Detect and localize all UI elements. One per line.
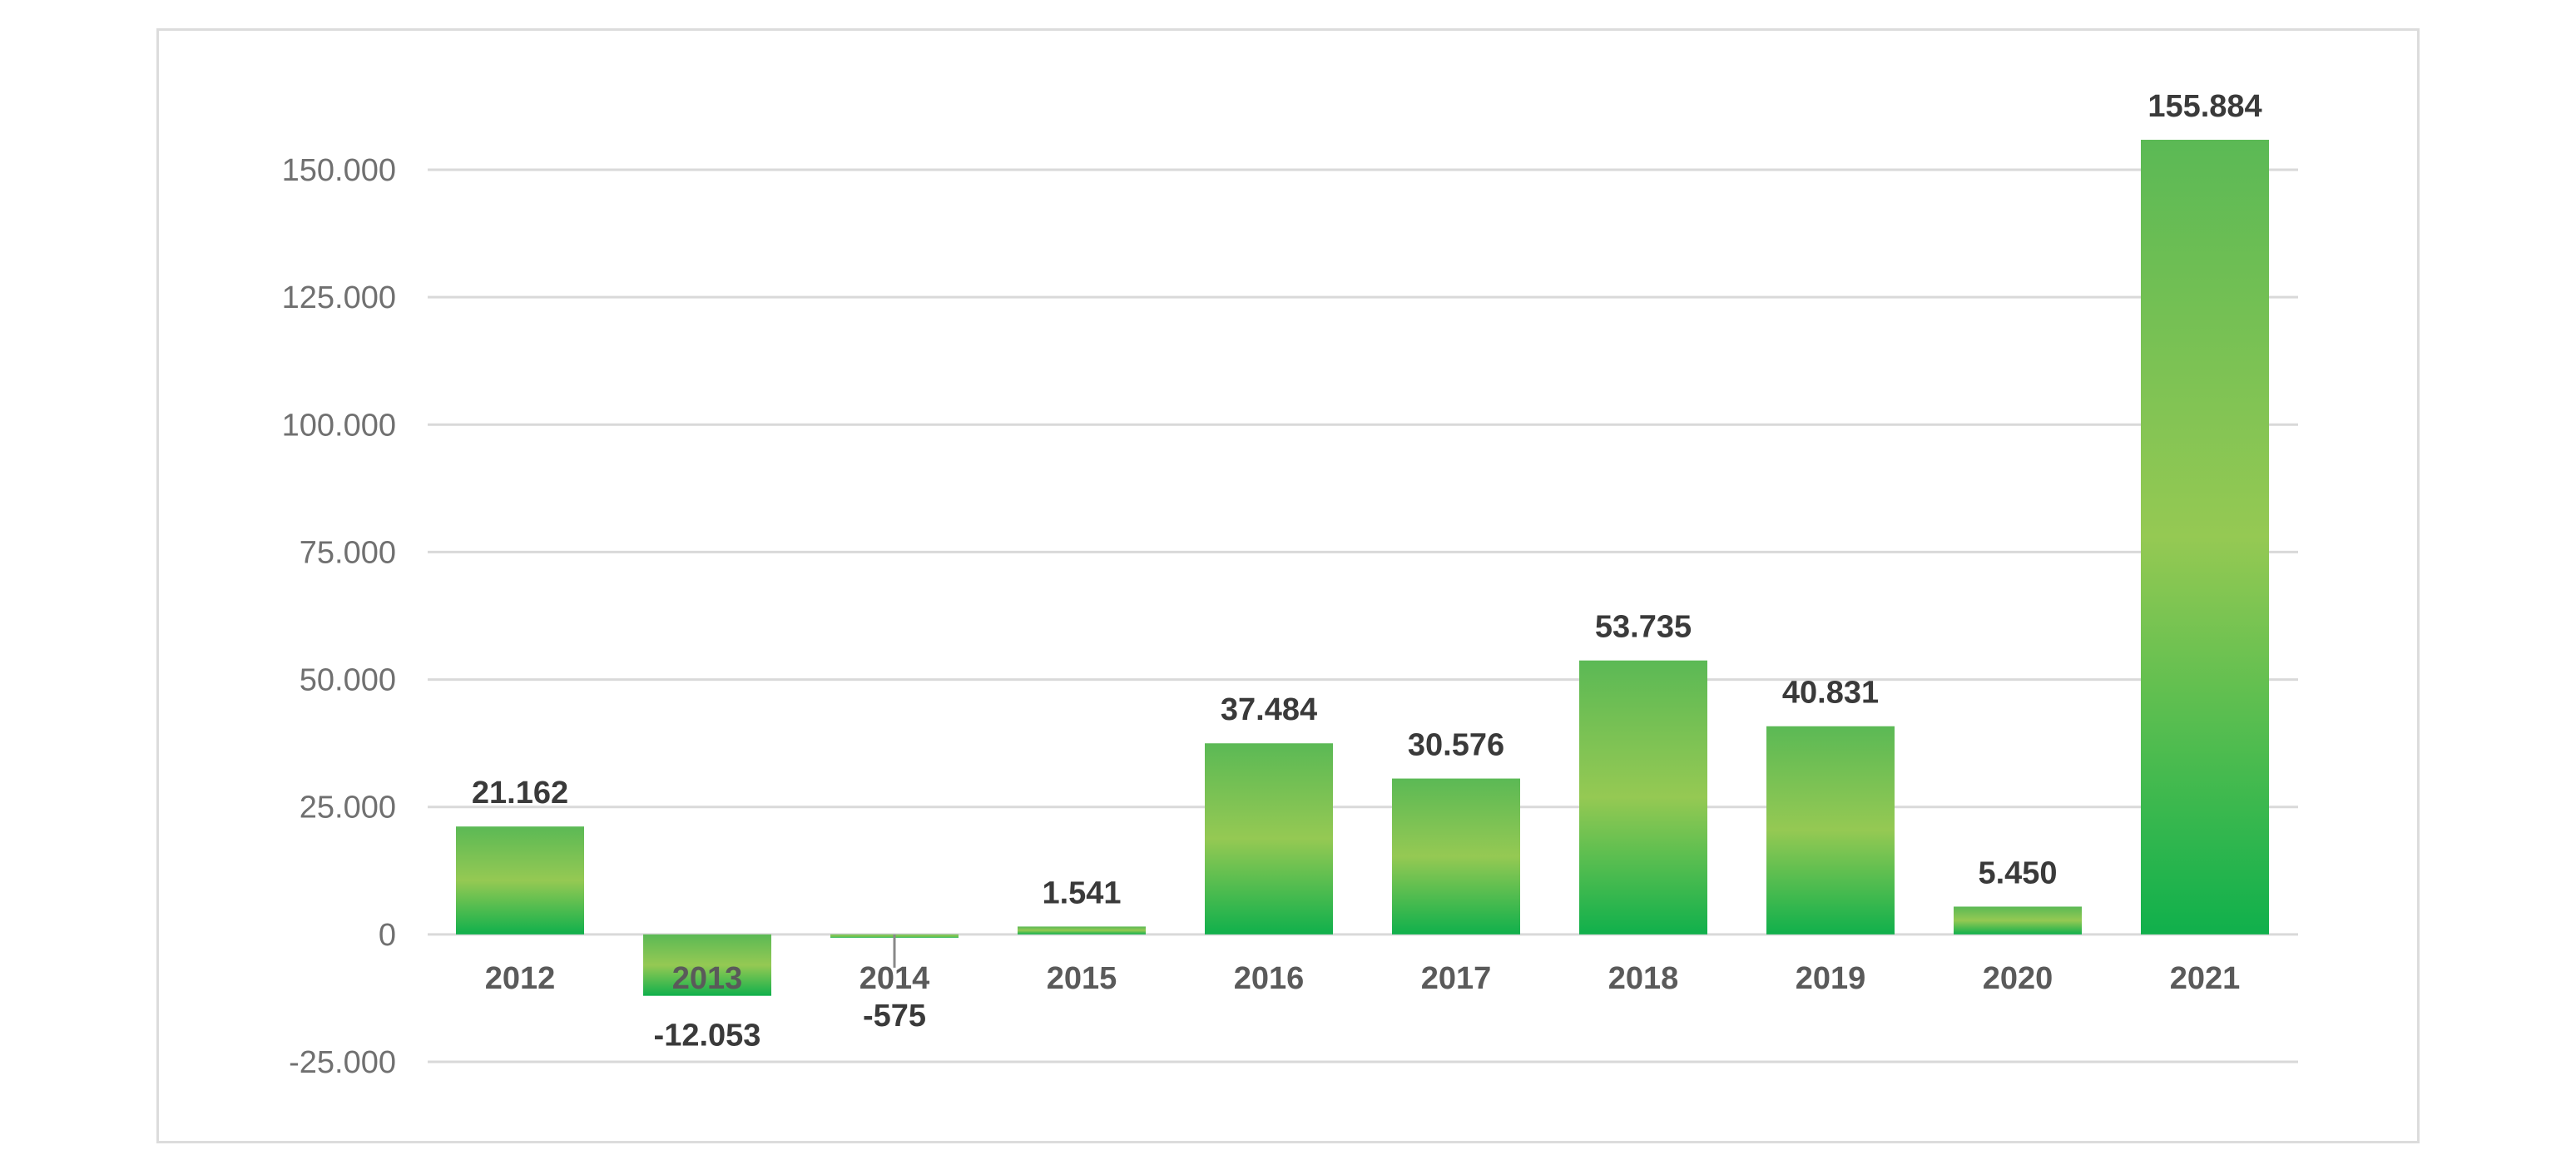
x-tick-label: 2016 bbox=[1234, 961, 1305, 996]
bar-2017 bbox=[1392, 778, 1520, 935]
bar-2012 bbox=[456, 826, 584, 935]
bars bbox=[456, 139, 2269, 996]
data-label: 30.576 bbox=[1408, 728, 1504, 763]
y-tick-label: 0 bbox=[379, 918, 396, 953]
data-label: 1.541 bbox=[1042, 875, 1121, 910]
y-axis-ticks: -25.000 0 25.000 50.000 75.000 100.000 125.000… bbox=[282, 153, 396, 1080]
data-label: 155.884 bbox=[2147, 89, 2261, 124]
x-axis-ticks: 2012 2013 2014 2015 2016 2017 2018 2019 2020 2021 bbox=[485, 961, 2241, 996]
data-label: -575 bbox=[863, 999, 926, 1034]
bar-2021 bbox=[2141, 139, 2269, 935]
y-tick-label: -25.000 bbox=[289, 1045, 396, 1080]
data-label: -12.053 bbox=[654, 1019, 761, 1054]
x-tick-label: 2012 bbox=[485, 961, 556, 996]
y-tick-label: 50.000 bbox=[300, 663, 396, 698]
y-tick-label: 75.000 bbox=[300, 535, 396, 570]
y-tick-label: 150.000 bbox=[282, 153, 396, 188]
data-label: 37.484 bbox=[1221, 692, 1317, 727]
x-tick-label: 2021 bbox=[2170, 961, 2241, 996]
x-tick-label: 2018 bbox=[1608, 961, 1679, 996]
x-tick-label: 2020 bbox=[1983, 961, 2053, 996]
bar-2020 bbox=[1954, 906, 2082, 935]
data-label: 21.162 bbox=[472, 776, 568, 811]
x-tick-label: 2019 bbox=[1796, 961, 1866, 996]
bar-2019 bbox=[1766, 726, 1895, 935]
x-tick-label: 2017 bbox=[1421, 961, 1492, 996]
y-tick-label: 125.000 bbox=[282, 280, 396, 315]
x-tick-label: 2015 bbox=[1047, 961, 1117, 996]
bar-2013 bbox=[643, 934, 771, 996]
data-label: 5.450 bbox=[1978, 855, 2057, 890]
bar-2018 bbox=[1579, 660, 1707, 935]
data-label: 53.735 bbox=[1595, 610, 1692, 645]
data-label: 40.831 bbox=[1782, 676, 1879, 711]
y-tick-label: 100.000 bbox=[282, 408, 396, 443]
data-labels: 21.162 -12.053 -575 1.541 37.484 30.576 53.735… bbox=[472, 89, 2262, 1054]
bar-2016 bbox=[1205, 743, 1333, 935]
chart-frame bbox=[156, 28, 2420, 1143]
x-tick-label: 2013 bbox=[672, 961, 743, 996]
bar-2015 bbox=[1018, 926, 1146, 935]
y-tick-label: 25.000 bbox=[300, 791, 396, 825]
